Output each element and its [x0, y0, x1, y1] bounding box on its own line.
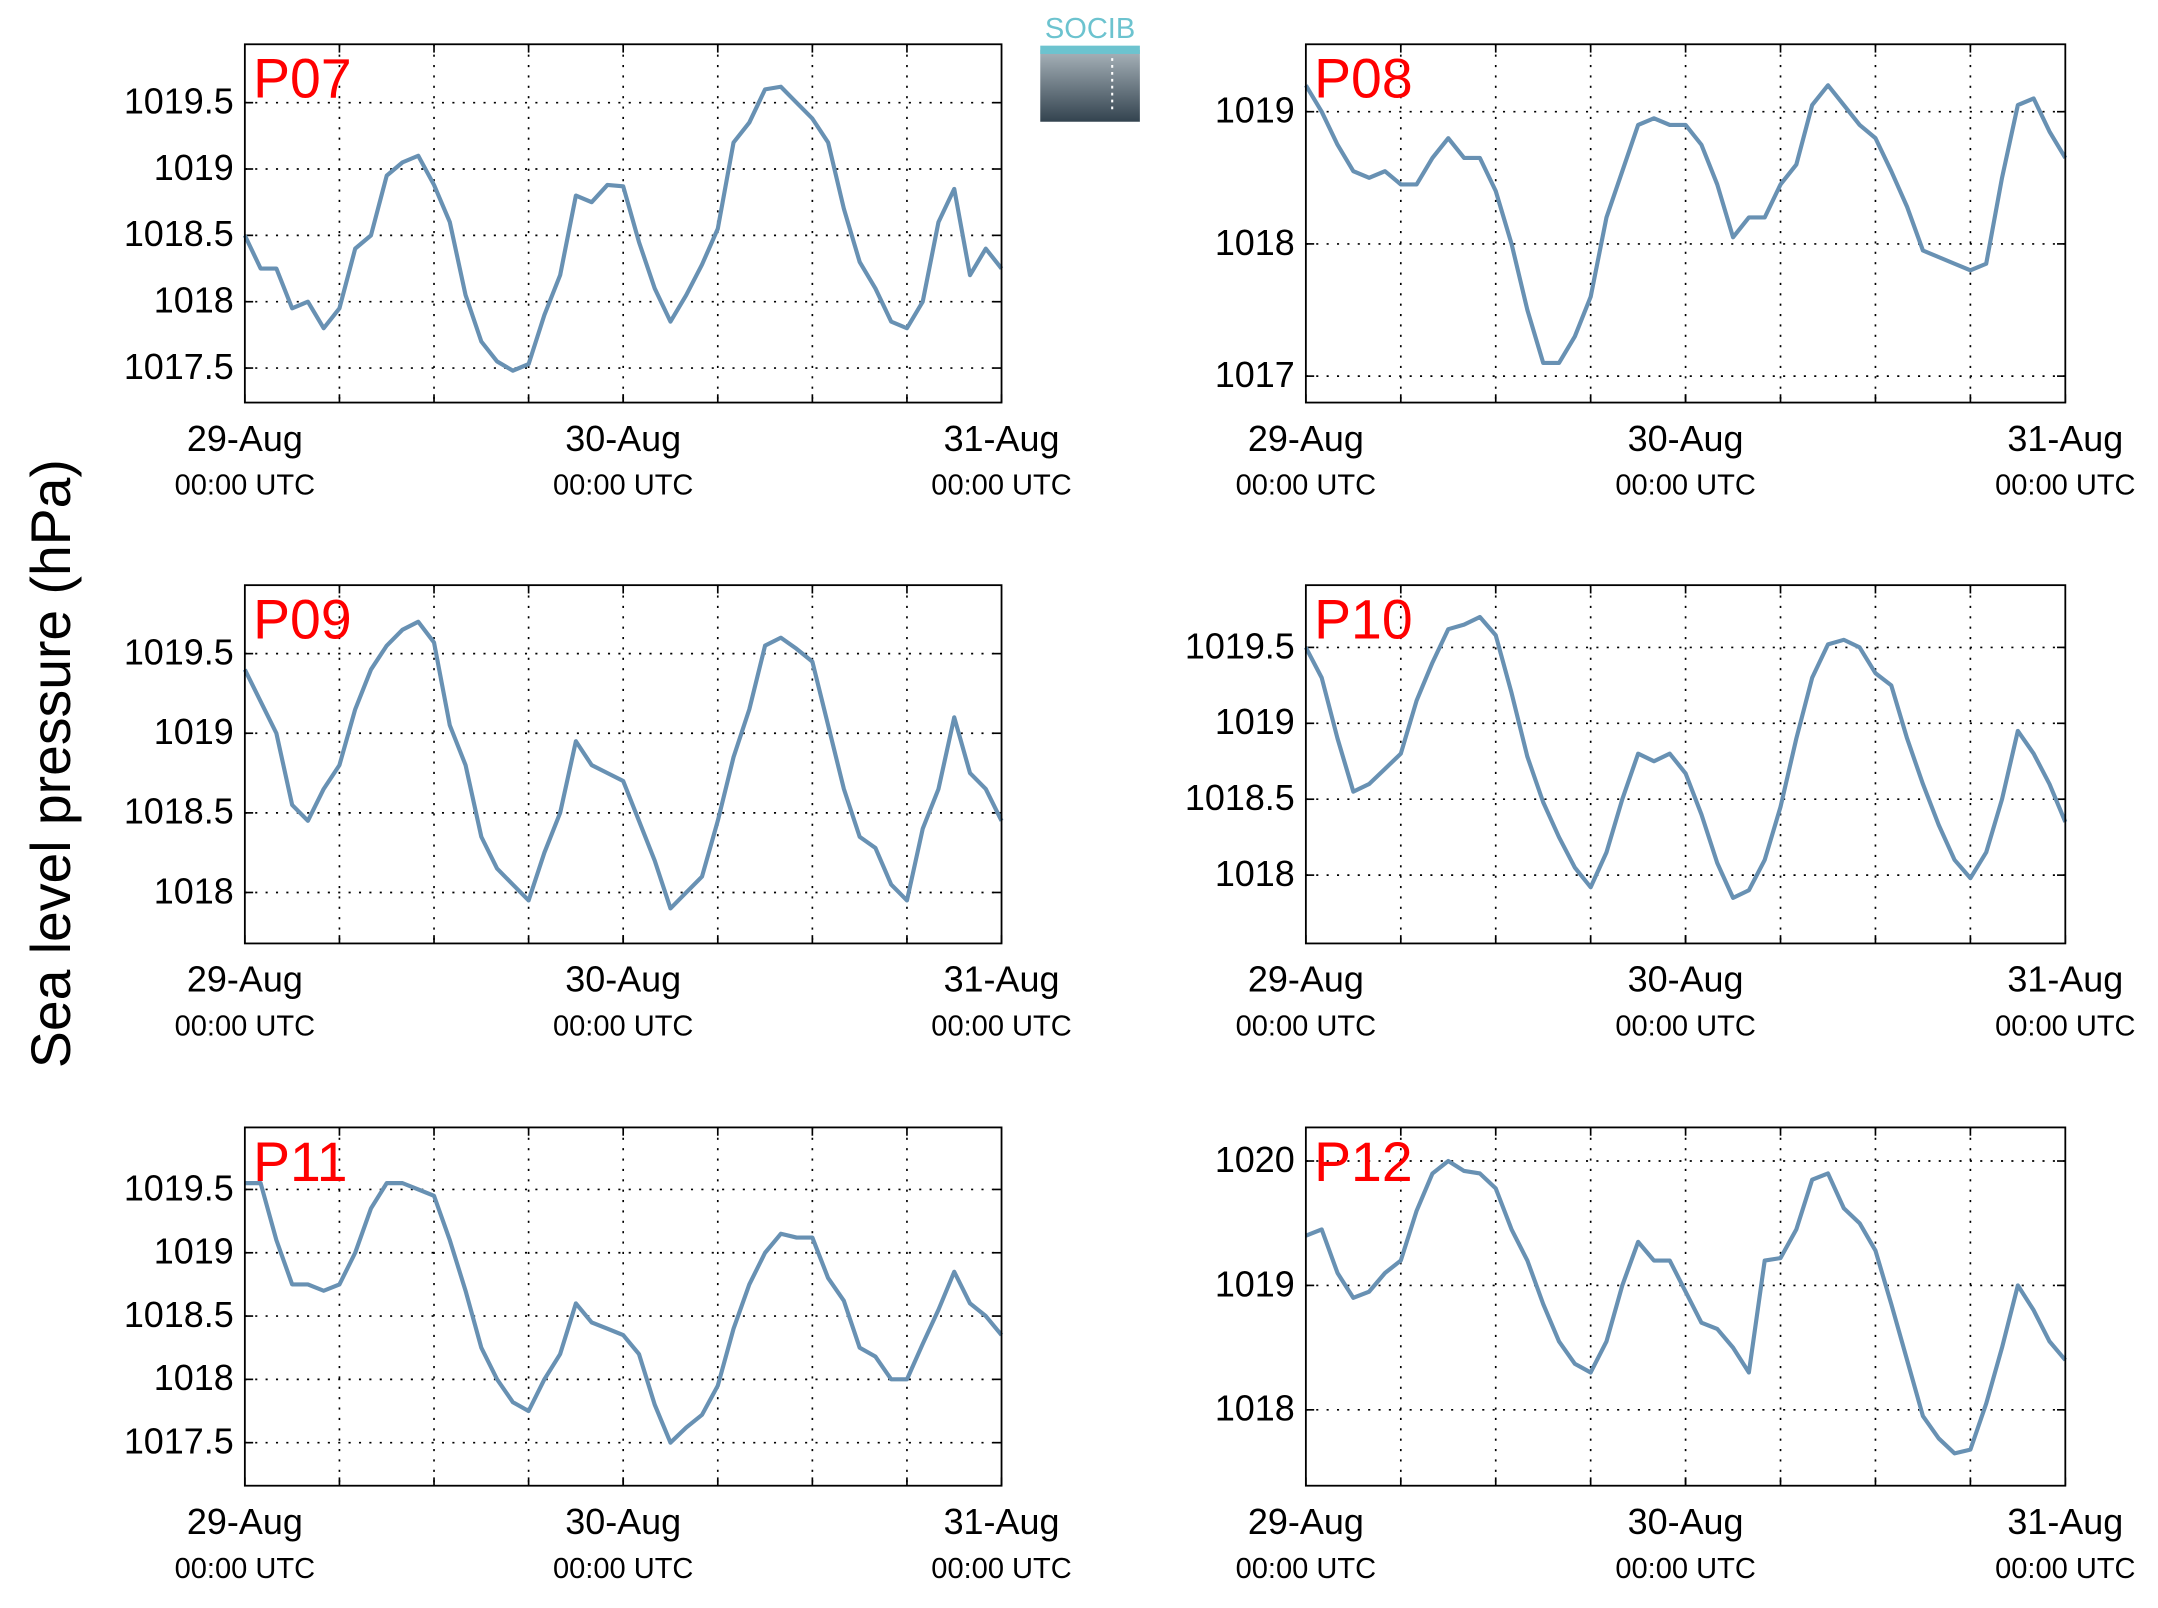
x-tick-label: 31-Aug	[944, 418, 1060, 459]
x-tick-label: 29-Aug	[1248, 1501, 1364, 1542]
plot-frame	[1304, 1126, 2067, 1487]
y-tick-label: 1018.5	[124, 1294, 234, 1335]
y-tick-label: 1019	[1215, 701, 1295, 742]
x-tick-sublabel: 00:00 UTC	[1995, 1553, 2135, 1585]
x-tick-sublabel: 00:00 UTC	[931, 470, 1071, 502]
data-line	[1305, 1158, 2067, 1456]
logo-block	[1040, 49, 1140, 122]
x-tick-sublabel: 00:00 UTC	[1615, 1010, 1755, 1042]
x-tick-sublabel: 00:00 UTC	[931, 1553, 1071, 1585]
y-tick-label: 1019	[154, 147, 234, 188]
plot-area	[1305, 44, 2066, 403]
y-tick-label: 1019.5	[124, 1167, 234, 1208]
data-line	[242, 619, 1004, 911]
y-tick-label: 1018	[1215, 853, 1295, 894]
x-tick-label: 31-Aug	[2007, 1501, 2123, 1542]
panel-title: P09	[253, 588, 351, 650]
y-tick-label: 1018	[154, 280, 234, 321]
subplot: 1018 1019 1020 29-Aug 00:00 UTC 30-Aug 00:00 U…	[1215, 1126, 2136, 1585]
y-tick-label: 1020	[1215, 1139, 1295, 1180]
x-tick-label: 29-Aug	[1248, 418, 1364, 459]
data-line	[1304, 614, 2068, 900]
x-tick-label: 29-Aug	[187, 959, 303, 1000]
plot-area	[244, 585, 1002, 944]
x-tick-label: 29-Aug	[187, 1501, 303, 1542]
panel-title: P10	[1314, 588, 1412, 650]
y-tick-label: 1019.5	[1185, 625, 1295, 666]
x-tick-sublabel: 00:00 UTC	[1995, 1010, 2135, 1042]
x-tick-sublabel: 00:00 UTC	[1236, 1553, 1376, 1585]
plot-area	[1305, 1127, 2066, 1486]
plot-frame	[243, 43, 1003, 404]
subplot: 1018 1018.5 1019 1019.5 29-Aug 00:00 UTC 30-Au…	[1185, 584, 2136, 1042]
y-tick-label: 1018.5	[1185, 777, 1295, 818]
x-tick-label: 30-Aug	[1628, 1501, 1744, 1542]
panel-title: P08	[1314, 48, 1412, 110]
plot-frame	[1304, 584, 2067, 945]
y-tick-label: 1018	[1215, 1388, 1295, 1429]
x-tick-sublabel: 00:00 UTC	[931, 1010, 1071, 1042]
plot-area	[244, 44, 1002, 403]
y-tick-label: 1019.5	[124, 81, 234, 122]
x-tick-sublabel: 00:00 UTC	[1236, 470, 1376, 502]
logo-text: SOCIB	[1045, 13, 1135, 45]
plot-frame	[1304, 43, 2067, 404]
x-tick-sublabel: 00:00 UTC	[1615, 470, 1755, 502]
x-tick-sublabel: 00:00 UTC	[553, 1553, 693, 1585]
y-tick-label: 1019	[1215, 1263, 1295, 1304]
x-tick-label: 31-Aug	[2007, 959, 2123, 1000]
x-tick-sublabel: 00:00 UTC	[1995, 470, 2135, 502]
plot-area	[1305, 585, 2066, 944]
plot-frame	[243, 584, 1003, 945]
x-tick-label: 30-Aug	[565, 418, 681, 459]
x-tick-label: 31-Aug	[944, 959, 1060, 1000]
x-tick-label: 30-Aug	[565, 959, 681, 1000]
y-tick-label: 1019.5	[124, 632, 234, 673]
y-tick-label: 1017	[1215, 354, 1295, 395]
data-line	[242, 84, 1004, 373]
x-tick-label: 30-Aug	[1628, 418, 1744, 459]
y-tick-label: 1018	[154, 870, 234, 911]
x-tick-sublabel: 00:00 UTC	[553, 1010, 693, 1042]
x-tick-label: 31-Aug	[944, 1501, 1060, 1542]
y-tick-label: 1019	[1215, 90, 1295, 131]
logo: SOCIB	[1040, 13, 1140, 122]
panel-title: P12	[1314, 1131, 1412, 1193]
panel-title: P11	[253, 1131, 347, 1193]
x-tick-sublabel: 00:00 UTC	[1236, 1010, 1376, 1042]
y-tick-label: 1018	[154, 1357, 234, 1398]
subplot: 1018 1018.5 1019 1019.5 29-Aug 00:00 UTC 30-Au…	[124, 584, 1072, 1042]
y-tick-label: 1019	[154, 1231, 234, 1272]
y-tick-label: 1017.5	[124, 346, 234, 387]
panel-title: P07	[253, 48, 351, 110]
y-tick-label: 1018.5	[124, 791, 234, 832]
y-axis-label: Sea level pressure (hPa)	[20, 459, 82, 1068]
y-tick-label: 1018.5	[124, 213, 234, 254]
plot-frame	[243, 1126, 1003, 1487]
plot-area	[244, 1127, 1002, 1486]
data-line	[1304, 83, 2068, 365]
x-tick-sublabel: 00:00 UTC	[175, 470, 315, 502]
x-tick-sublabel: 00:00 UTC	[175, 1010, 315, 1042]
logo-wave	[1040, 45, 1140, 54]
subplot: 1017.5 1018 1018.5 1019 1019.5 29-Aug 00:00 UT…	[124, 1126, 1072, 1585]
y-tick-label: 1018	[1215, 222, 1295, 263]
x-tick-sublabel: 00:00 UTC	[175, 1553, 315, 1585]
y-tick-label: 1017.5	[124, 1421, 234, 1462]
data-line	[244, 1181, 1004, 1445]
subplot: 1017.5 1018 1018.5 1019 1019.5 29-Aug 00:00 UT…	[124, 43, 1072, 502]
x-tick-label: 30-Aug	[1628, 959, 1744, 1000]
x-tick-sublabel: 00:00 UTC	[553, 470, 693, 502]
x-tick-label: 31-Aug	[2007, 418, 2123, 459]
x-tick-label: 30-Aug	[565, 1501, 681, 1542]
subplot: 1017 1018 1019 29-Aug 00:00 UTC 30-Aug 00:00 U…	[1215, 43, 2136, 502]
y-tick-label: 1019	[154, 711, 234, 752]
x-tick-label: 29-Aug	[187, 418, 303, 459]
x-tick-label: 29-Aug	[1248, 959, 1364, 1000]
x-tick-sublabel: 00:00 UTC	[1615, 1553, 1755, 1585]
